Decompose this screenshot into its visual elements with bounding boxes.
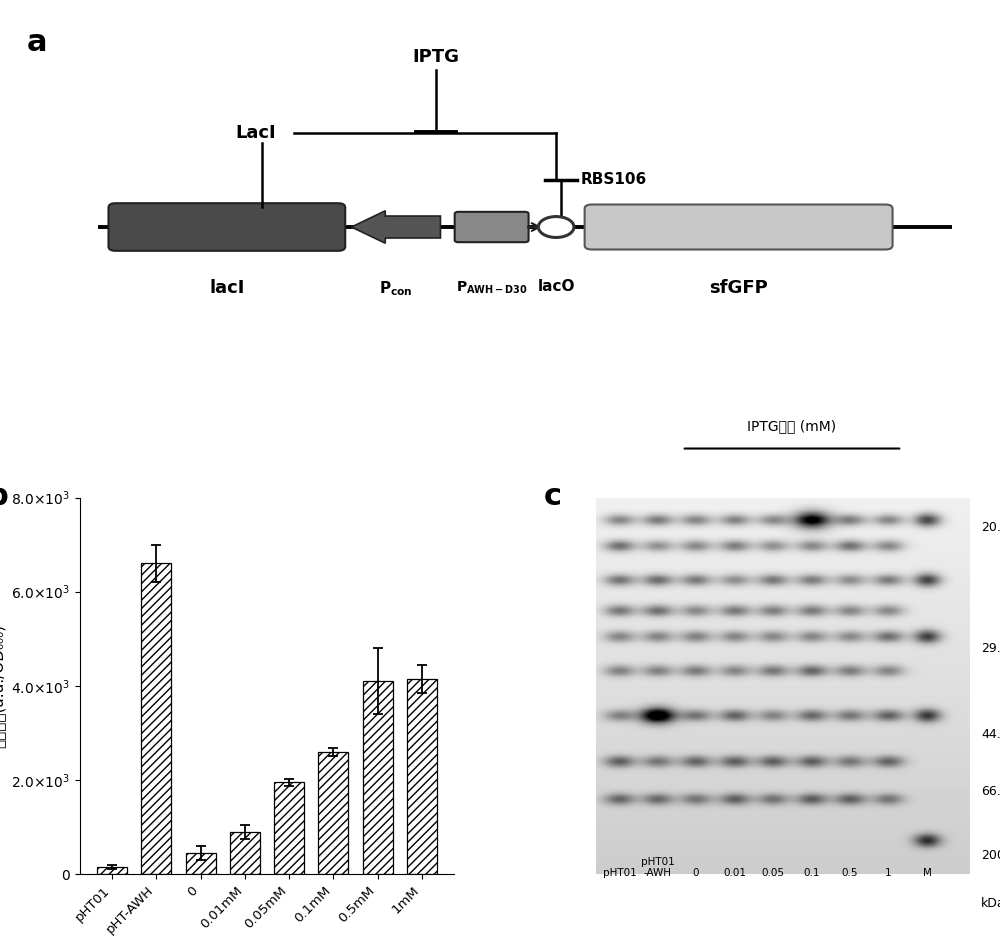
Text: b: b xyxy=(0,482,8,511)
Text: 0: 0 xyxy=(693,868,699,878)
Text: IPTG: IPTG xyxy=(413,48,460,66)
Text: $\mathbf{P}_\mathbf{con}$: $\mathbf{P}_\mathbf{con}$ xyxy=(379,279,413,298)
FancyBboxPatch shape xyxy=(455,212,529,243)
Text: kDa: kDa xyxy=(981,897,1000,910)
Bar xyxy=(318,752,348,874)
Y-axis label: 荧光强度(a.u./OD₆₀₀): 荧光强度(a.u./OD₆₀₀) xyxy=(0,624,6,748)
Text: 20.1: 20.1 xyxy=(981,521,1000,534)
Bar xyxy=(141,563,171,874)
Text: pHT01: pHT01 xyxy=(603,868,636,878)
Text: 0.1: 0.1 xyxy=(804,868,820,878)
Text: pHT01
-AWH: pHT01 -AWH xyxy=(641,857,674,878)
Text: 1: 1 xyxy=(885,868,892,878)
Text: 200: 200 xyxy=(981,849,1000,862)
Text: 66.4: 66.4 xyxy=(981,785,1000,798)
Text: 0.5: 0.5 xyxy=(842,868,858,878)
Text: 29.0: 29.0 xyxy=(981,642,1000,654)
Text: LacI: LacI xyxy=(236,124,276,142)
Text: c: c xyxy=(544,482,562,511)
Text: IPTG浓度 (mM): IPTG浓度 (mM) xyxy=(747,419,837,433)
FancyBboxPatch shape xyxy=(108,203,345,251)
FancyBboxPatch shape xyxy=(585,205,893,249)
Bar xyxy=(230,832,260,874)
Text: sfGFP: sfGFP xyxy=(709,279,768,297)
Bar xyxy=(407,679,437,874)
Text: 44.3: 44.3 xyxy=(981,728,1000,742)
Text: 0.05: 0.05 xyxy=(761,868,784,878)
Bar xyxy=(363,682,393,874)
Bar xyxy=(274,782,304,874)
Text: $\mathbf{P}_\mathbf{AWH-D30}$: $\mathbf{P}_\mathbf{AWH-D30}$ xyxy=(456,279,527,296)
Bar xyxy=(97,867,127,874)
Text: lacI: lacI xyxy=(209,279,245,297)
Bar xyxy=(186,853,216,874)
Text: lacO: lacO xyxy=(537,279,575,294)
Circle shape xyxy=(538,216,574,238)
Text: RBS106: RBS106 xyxy=(580,172,646,187)
Text: a: a xyxy=(27,28,47,57)
Text: 0.01: 0.01 xyxy=(723,868,746,878)
Text: M: M xyxy=(923,868,932,878)
FancyArrow shape xyxy=(351,211,440,243)
